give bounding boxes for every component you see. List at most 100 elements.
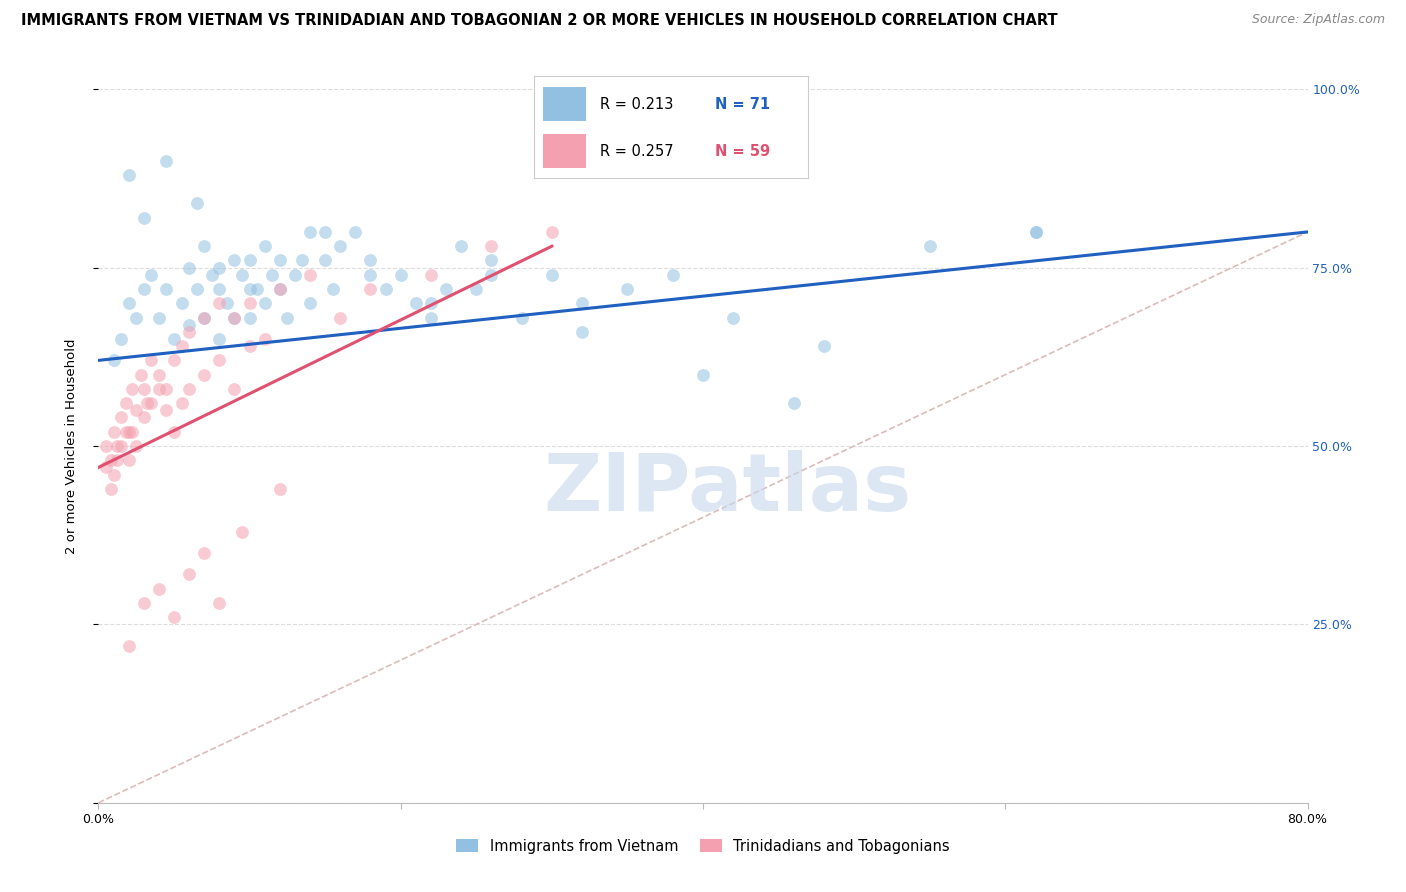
- Point: [360, 282, 382, 296]
- Point: [148, 582, 170, 596]
- Point: [100, 482, 122, 496]
- Point: [723, 310, 745, 325]
- Point: [215, 296, 238, 310]
- Point: [208, 296, 231, 310]
- Point: [510, 310, 533, 325]
- Point: [201, 268, 224, 282]
- Point: [405, 296, 427, 310]
- Point: [208, 260, 231, 275]
- Point: [231, 524, 253, 539]
- Point: [132, 211, 155, 225]
- Point: [193, 310, 215, 325]
- Point: [179, 325, 201, 339]
- Point: [299, 296, 322, 310]
- Point: [129, 368, 152, 382]
- Point: [269, 253, 291, 268]
- Point: [344, 225, 367, 239]
- Point: [374, 282, 396, 296]
- Point: [813, 339, 835, 353]
- Point: [481, 268, 503, 282]
- Point: [450, 239, 472, 253]
- Point: [155, 403, 177, 417]
- Point: [616, 282, 638, 296]
- Point: [132, 410, 155, 425]
- Point: [125, 439, 148, 453]
- FancyBboxPatch shape: [543, 135, 586, 168]
- Point: [135, 396, 157, 410]
- Point: [155, 382, 177, 396]
- Text: N = 71: N = 71: [716, 96, 770, 112]
- Text: R = 0.213: R = 0.213: [600, 96, 673, 112]
- Point: [163, 353, 186, 368]
- Point: [132, 596, 155, 610]
- Point: [420, 268, 443, 282]
- Point: [1024, 225, 1046, 239]
- Point: [110, 332, 132, 346]
- Point: [389, 268, 412, 282]
- Point: [918, 239, 941, 253]
- Text: R = 0.257: R = 0.257: [600, 144, 673, 159]
- Point: [262, 268, 284, 282]
- Point: [571, 296, 593, 310]
- Point: [170, 339, 193, 353]
- Point: [291, 253, 314, 268]
- Point: [360, 253, 382, 268]
- Point: [179, 260, 201, 275]
- Point: [94, 460, 117, 475]
- Point: [224, 310, 246, 325]
- Point: [208, 282, 231, 296]
- Point: [163, 332, 186, 346]
- Point: [118, 296, 141, 310]
- Text: Source: ZipAtlas.com: Source: ZipAtlas.com: [1251, 13, 1385, 27]
- Point: [118, 453, 141, 467]
- Point: [299, 268, 322, 282]
- FancyBboxPatch shape: [543, 87, 586, 121]
- Point: [125, 310, 148, 325]
- Point: [322, 282, 344, 296]
- Point: [141, 268, 163, 282]
- Point: [155, 282, 177, 296]
- Point: [114, 396, 136, 410]
- Point: [783, 396, 806, 410]
- Point: [118, 639, 141, 653]
- Point: [155, 153, 177, 168]
- Point: [100, 453, 122, 467]
- Point: [253, 296, 276, 310]
- Point: [105, 439, 128, 453]
- Point: [224, 310, 246, 325]
- Point: [208, 332, 231, 346]
- Point: [132, 382, 155, 396]
- Point: [94, 439, 117, 453]
- Text: ZIPatlas: ZIPatlas: [543, 450, 911, 528]
- Point: [179, 382, 201, 396]
- Point: [481, 239, 503, 253]
- Point: [481, 253, 503, 268]
- Point: [465, 282, 488, 296]
- Point: [170, 296, 193, 310]
- Point: [434, 282, 457, 296]
- Point: [253, 332, 276, 346]
- Point: [540, 225, 562, 239]
- Point: [692, 368, 714, 382]
- Point: [163, 425, 186, 439]
- Point: [105, 453, 128, 467]
- Point: [571, 325, 593, 339]
- Point: [193, 310, 215, 325]
- Point: [179, 567, 201, 582]
- Point: [299, 225, 322, 239]
- Point: [110, 410, 132, 425]
- Point: [118, 425, 141, 439]
- Point: [121, 382, 143, 396]
- Point: [329, 239, 352, 253]
- Point: [186, 282, 208, 296]
- Y-axis label: 2 or more Vehicles in Household: 2 or more Vehicles in Household: [65, 338, 77, 554]
- Point: [110, 439, 132, 453]
- Point: [208, 596, 231, 610]
- Point: [231, 268, 253, 282]
- Point: [193, 546, 215, 560]
- Point: [148, 310, 170, 325]
- Point: [661, 268, 683, 282]
- Point: [193, 368, 215, 382]
- Point: [148, 382, 170, 396]
- Point: [224, 253, 246, 268]
